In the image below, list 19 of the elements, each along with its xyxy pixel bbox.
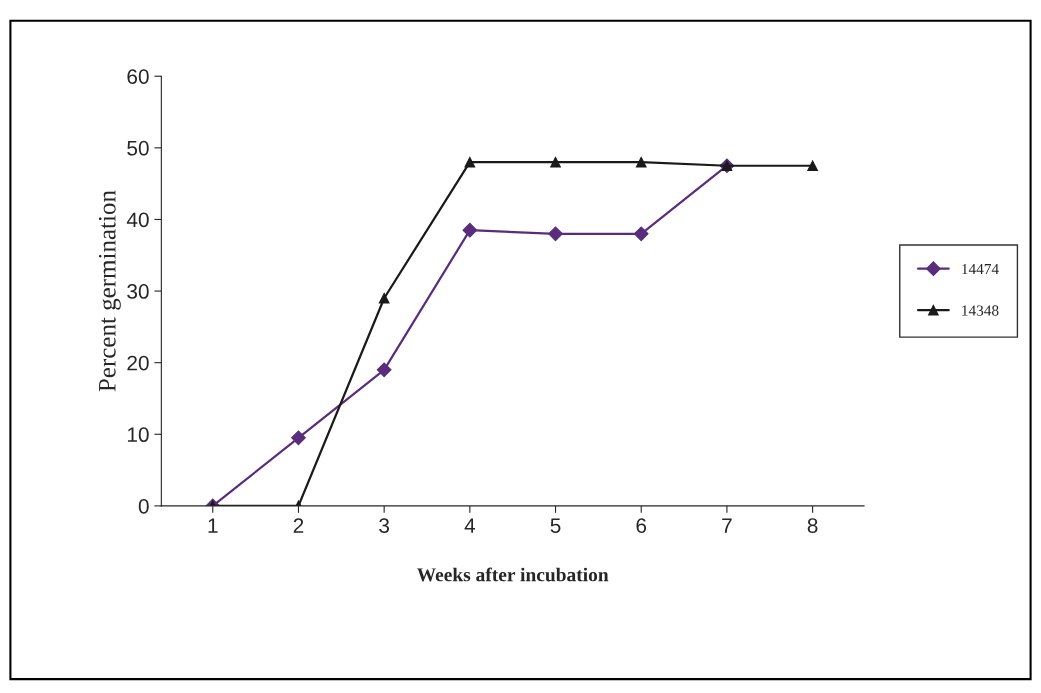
x-tick-label: 3: [379, 518, 390, 533]
legend-label: 14474: [962, 263, 999, 275]
y-tick-label: 60: [127, 69, 149, 84]
x-tick-label: 4: [464, 518, 476, 533]
y-tick-label: 20: [127, 355, 149, 371]
x-tick-label: 1: [208, 518, 218, 533]
x-tick-label: 8: [807, 518, 818, 533]
y-tick-label: 40: [126, 212, 149, 228]
y-axis-title: Percent germination: [98, 190, 121, 392]
y-tick-label: 0: [138, 498, 149, 514]
x-tick-label: 5: [550, 518, 561, 533]
x-axis-title: Weeks after incubation: [417, 567, 609, 582]
y-tick-label: 30: [127, 284, 149, 299]
x-tick-label: 2: [293, 518, 304, 533]
x-tick-label: 6: [636, 518, 647, 533]
legend-label: 14348: [962, 305, 999, 316]
y-tick-label: 10: [127, 427, 149, 443]
y-tick-label: 50: [127, 140, 149, 156]
x-tick-label: 7: [722, 518, 732, 533]
